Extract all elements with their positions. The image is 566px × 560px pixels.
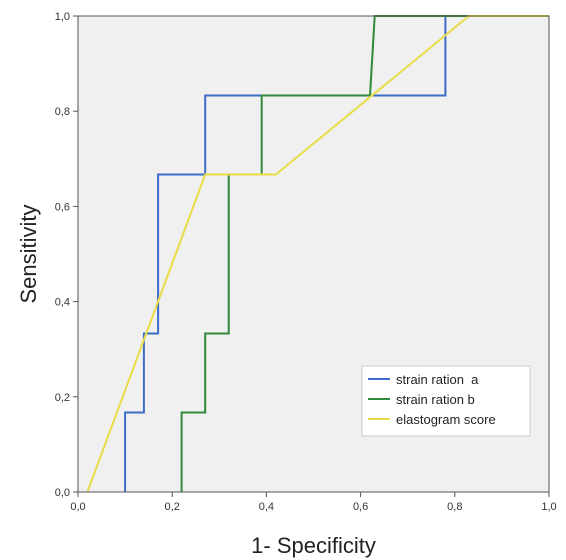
ticks-layer: 0,0 0,2 0,4 0,6 0,8 1,0 0,0 0,2 0,4 0,6 0,8 1,0 <box>55 11 557 513</box>
legend-label-3: elastogram score <box>396 412 496 427</box>
x-tick-label: 0,8 <box>447 501 462 513</box>
y-axis-title: Sensitivity <box>16 204 41 303</box>
legend-label-1: strain ration a <box>396 372 479 387</box>
x-tick-label: 0,6 <box>353 501 368 513</box>
y-tick-label: 0,4 <box>55 297 70 309</box>
legend-box <box>361 365 531 437</box>
x-tick-label: 0,2 <box>165 501 180 513</box>
x-tick-label: 1,0 <box>541 501 556 513</box>
plot-frame <box>77 15 550 493</box>
x-tick-label: 0,0 <box>70 501 85 513</box>
y-tick-label: 0,8 <box>55 106 70 118</box>
legend-items: strain ration a strain ration b elastogram… <box>368 372 496 427</box>
legend-label-2: strain ration b <box>396 392 475 407</box>
y-tick-label: 1,0 <box>55 11 70 23</box>
y-tick-label: 0,2 <box>55 392 70 404</box>
series-line-1 <box>124 15 549 492</box>
y-tick-label: 0,6 <box>55 201 70 213</box>
legend: strain ration a strain ration b elastogram… <box>361 365 531 437</box>
y-tick-label: 0,0 <box>55 487 70 499</box>
x-axis-title: 1- Specificity <box>251 533 376 558</box>
x-tick-label: 0,4 <box>259 501 274 513</box>
